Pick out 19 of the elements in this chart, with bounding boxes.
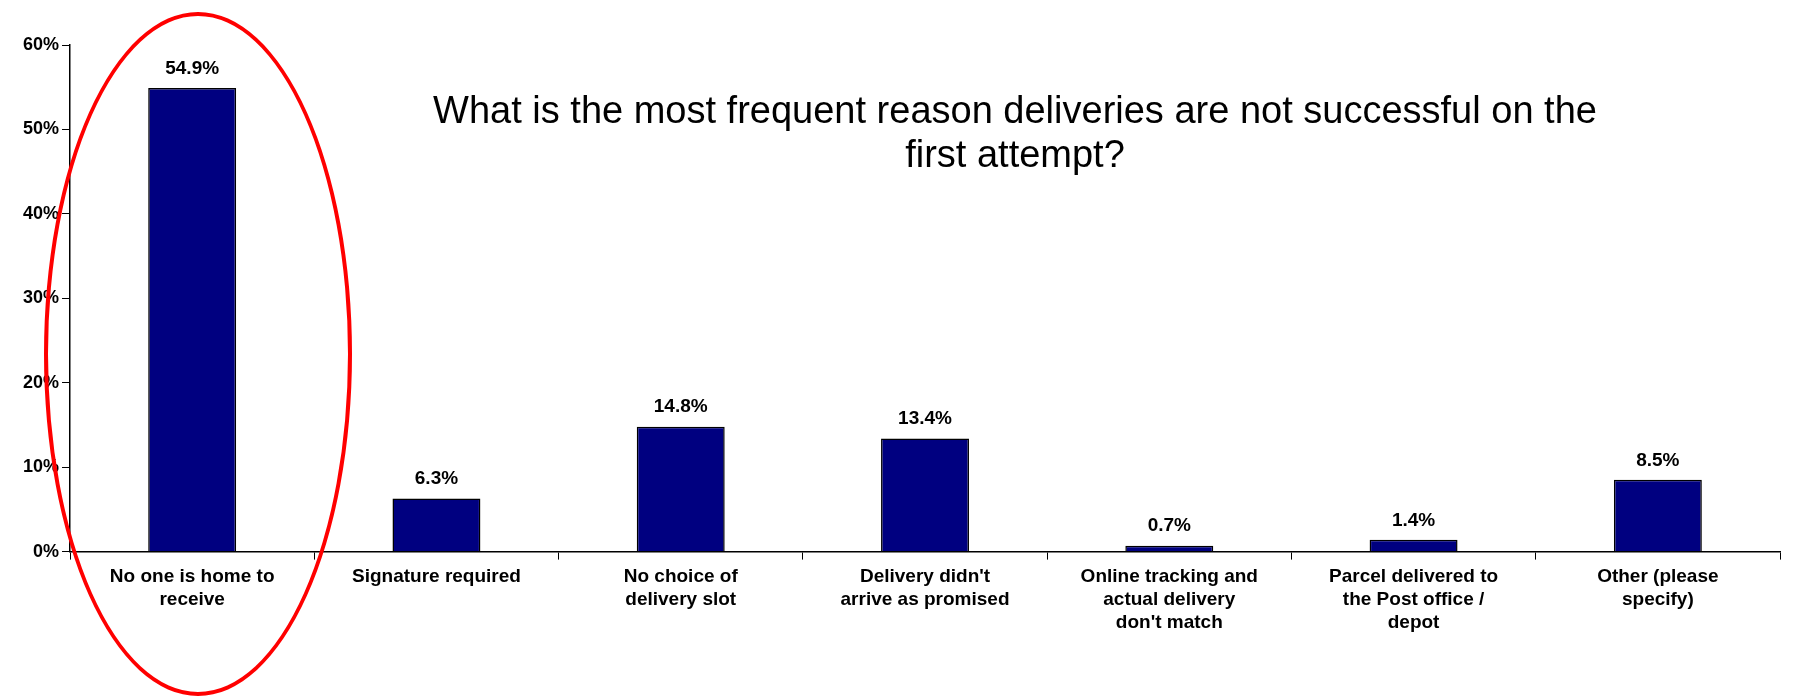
y-tick-label: 60% <box>23 33 60 54</box>
text: What is the most frequent reason deliveries are not successful on the first attempt? <box>432 88 1598 176</box>
data-label: 0.7% <box>1147 514 1192 536</box>
x-tick-label: Other (please specify) <box>1597 565 1719 610</box>
x-tick-label: Parcel delivered to the Post office / depot <box>1329 565 1499 632</box>
data-label: 1.4% <box>1391 508 1436 530</box>
data-label: 8.5% <box>1636 448 1680 470</box>
x-tick-label: No choice of delivery slot <box>623 565 739 610</box>
y-tick-label: 0% <box>33 540 60 561</box>
data-label: 54.9% <box>165 56 220 78</box>
y-tick-label: 40% <box>23 202 60 223</box>
y-tick-label: 50% <box>23 118 60 139</box>
data-label: 6.3% <box>414 467 459 489</box>
x-tick-label: Online tracking and actual delivery don't match <box>1080 565 1258 632</box>
x-tick-label: No one is home to receive <box>109 565 275 610</box>
data-label: 14.8% <box>653 395 708 417</box>
x-tick-label: Delivery didn't arrive as promised <box>840 565 1010 610</box>
x-tick-label: Signature required <box>351 565 521 587</box>
data-label: 13.4% <box>898 407 953 429</box>
